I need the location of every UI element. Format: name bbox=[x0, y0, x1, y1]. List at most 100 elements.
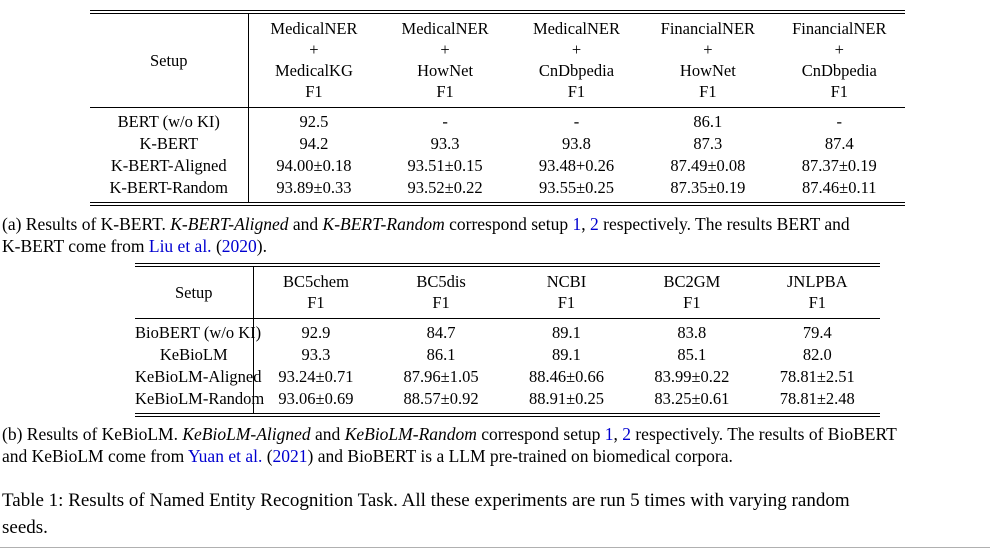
metric-cell: 88.91±0.25 bbox=[528, 389, 604, 408]
metric-cell: 87.37±0.19 bbox=[801, 156, 877, 175]
row-label: K-BERT-Aligned bbox=[90, 155, 249, 177]
metric-cell: 93.3 bbox=[301, 345, 331, 364]
metric-cell: 79.4 bbox=[802, 323, 832, 342]
caption-text: seeds. bbox=[2, 517, 48, 538]
citation-link[interactable]: 1 bbox=[604, 424, 614, 444]
caption-text: respectively. The results of BioBERT bbox=[630, 424, 897, 444]
column-header: BC2GM F1 bbox=[629, 265, 755, 319]
column-header: MedicalNER + CnDbpedia F1 bbox=[510, 12, 643, 108]
caption-text: K-BERT-Random bbox=[322, 214, 445, 234]
metric-cell: 92.9 bbox=[301, 323, 331, 342]
caption-text: correspond setup bbox=[444, 214, 573, 234]
table-row: KeBioLM-Aligned 93.24±0.71 87.96±1.05 88.46… bbox=[135, 366, 880, 388]
metric-cell: 83.99±0.22 bbox=[654, 367, 730, 386]
table-row: K-BERT 94.2 93.3 93.8 87.3 87.4 bbox=[90, 133, 905, 155]
citation-link[interactable]: 2 bbox=[590, 214, 599, 234]
row-label: KeBioLM-Aligned bbox=[135, 366, 262, 388]
metric-cell: 88.57±0.92 bbox=[403, 389, 479, 408]
metric-cell: 87.35±0.19 bbox=[670, 178, 746, 197]
caption-text: Table 1: Results of Named Entity Recogni… bbox=[2, 490, 850, 511]
metric-cell: 94.00±0.18 bbox=[276, 156, 352, 175]
caption-text: ( bbox=[211, 236, 222, 256]
table-row: KeBioLM 93.3 86.1 89.1 85.1 82.0 bbox=[135, 344, 880, 366]
caption-text: correspond setup bbox=[476, 424, 605, 444]
caption-text: , bbox=[581, 214, 591, 234]
metric-cell: 87.96±1.05 bbox=[403, 367, 479, 386]
metric-cell: 87.49±0.08 bbox=[670, 156, 746, 175]
caption-text: (a) Results of K-BERT. bbox=[2, 214, 171, 234]
metric-cell: 93.51±0.15 bbox=[407, 156, 483, 175]
metric-cell: 88.46±0.66 bbox=[528, 367, 604, 386]
caption-table-a: (a) Results of K-BERT. K-BERT-Aligned an… bbox=[2, 213, 987, 257]
page-bottom-rule bbox=[0, 547, 990, 548]
metric-cell: - bbox=[442, 112, 448, 131]
caption-text: and bbox=[310, 424, 345, 444]
caption-text: ( bbox=[262, 446, 273, 466]
metric-cell: 87.3 bbox=[693, 134, 723, 153]
table-row: K-BERT-Aligned 94.00±0.18 93.51±0.15 93.48+… bbox=[90, 155, 905, 177]
metric-cell: 84.7 bbox=[426, 323, 456, 342]
metric-cell: 82.0 bbox=[802, 345, 832, 364]
metric-cell: - bbox=[573, 112, 580, 131]
citation-link[interactable]: 2 bbox=[622, 424, 631, 444]
metric-cell: 86.1 bbox=[426, 345, 456, 364]
caption-text: and KeBioLM come from bbox=[2, 446, 188, 466]
citation-link[interactable]: Liu et al. bbox=[148, 236, 212, 256]
row-label: KeBioLM-Random bbox=[135, 388, 264, 415]
metric-cell: 83.25±0.61 bbox=[654, 389, 730, 408]
caption-text: K-BERT-Aligned bbox=[170, 214, 289, 234]
column-header: FinancialNER + CnDbpedia F1 bbox=[773, 12, 905, 108]
metric-cell: 92.5 bbox=[299, 112, 329, 131]
metric-cell: 83.8 bbox=[677, 323, 707, 342]
metric-cell: 93.55±0.25 bbox=[538, 178, 614, 197]
kbert-results-table: Setup MedicalNER + MedicalKG F1 MedicalNER… bbox=[90, 10, 905, 206]
caption-text: , bbox=[613, 424, 623, 444]
metric-cell: 93.52±0.22 bbox=[407, 178, 483, 197]
metric-cell: 78.81±2.48 bbox=[779, 389, 855, 408]
row-label: K-BERT-Random bbox=[90, 177, 249, 204]
table-row: K-BERT-Random 93.89±0.33 93.52±0.22 93.55±0… bbox=[90, 177, 905, 204]
row-label: BioBERT (w/o KI) bbox=[135, 318, 261, 344]
metric-cell: 94.2 bbox=[299, 134, 329, 153]
caption-text: and bbox=[288, 214, 323, 234]
column-header: NCBI F1 bbox=[503, 265, 630, 319]
column-header: MedicalNER + HowNet F1 bbox=[379, 12, 511, 108]
citation-link[interactable]: 1 bbox=[572, 214, 582, 234]
table-1-caption: Table 1: Results of Named Entity Recogni… bbox=[2, 487, 962, 541]
column-header: BC5dis F1 bbox=[378, 265, 504, 319]
caption-table-b: (b) Results of KeBioLM. KeBioLM-Aligned … bbox=[2, 423, 987, 467]
table-row: BERT (w/o KI) 92.5 - - 86.1 - bbox=[90, 107, 905, 133]
caption-text: ). bbox=[256, 236, 267, 256]
row-label: BERT (w/o KI) bbox=[90, 107, 249, 133]
kebiolm-results-table: Setup BC5chem F1 BC5dis F1 NCBI F1 BC2GM F1 J… bbox=[135, 263, 880, 417]
metric-cell: 93.24±0.71 bbox=[278, 367, 354, 386]
column-header: JNLPBA F1 bbox=[754, 265, 880, 319]
setup-column-header: Setup bbox=[90, 12, 249, 108]
metric-cell: 93.3 bbox=[430, 134, 460, 153]
row-label: KeBioLM bbox=[135, 344, 254, 366]
citation-link[interactable]: Yuan et al. bbox=[187, 446, 263, 466]
caption-text: KeBioLM-Random bbox=[344, 424, 477, 444]
citation-link[interactable]: 2020 bbox=[221, 236, 257, 256]
metric-cell: 93.48+0.26 bbox=[538, 156, 615, 175]
row-label: K-BERT bbox=[90, 133, 249, 155]
caption-text: respectively. The results BERT and bbox=[598, 214, 850, 234]
caption-text: (b) Results of KeBioLM. bbox=[2, 424, 183, 444]
caption-text: KeBioLM-Aligned bbox=[182, 424, 311, 444]
table-b-header-row: Setup BC5chem F1 BC5dis F1 NCBI F1 BC2GM F1 J… bbox=[135, 265, 880, 319]
citation-link[interactable]: 2021 bbox=[272, 446, 308, 466]
metric-cell: 89.1 bbox=[552, 323, 581, 342]
metric-cell: 78.81±2.51 bbox=[779, 367, 855, 386]
metric-cell: 85.1 bbox=[677, 345, 707, 364]
metric-cell: 86.1 bbox=[693, 112, 723, 131]
setup-column-header: Setup bbox=[135, 265, 254, 319]
caption-text: K-BERT come from bbox=[2, 236, 149, 256]
column-header: MedicalNER + MedicalKG F1 bbox=[248, 12, 380, 108]
column-header: FinancialNER + HowNet F1 bbox=[642, 12, 774, 108]
metric-cell: 93.89±0.33 bbox=[276, 178, 352, 197]
metric-cell: - bbox=[836, 112, 843, 131]
metric-cell: 93.8 bbox=[562, 134, 591, 153]
table-row: KeBioLM-Random 93.06±0.69 88.57±0.92 88.91±… bbox=[135, 388, 880, 415]
table-a-header-row: Setup MedicalNER + MedicalKG F1 MedicalNER… bbox=[90, 12, 905, 108]
metric-cell: 93.06±0.69 bbox=[278, 389, 354, 408]
